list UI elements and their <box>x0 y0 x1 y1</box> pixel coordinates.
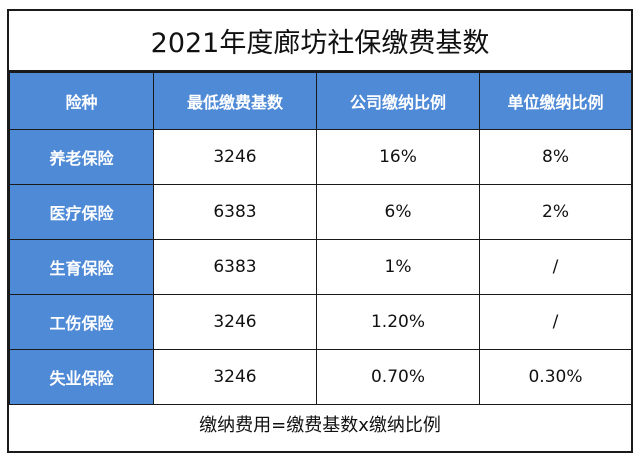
unit-rate-cell: 8% <box>479 129 632 185</box>
header-insurance-type: 险种 <box>9 72 154 130</box>
table-row: 生育保险 6383 1% / <box>9 239 632 295</box>
table-row: 养老保险 3246 16% 8% <box>9 129 632 185</box>
table-row: 医疗保险 6383 6% 2% <box>9 184 632 240</box>
company-rate-cell: 0.70% <box>316 349 480 405</box>
min-base-cell: 3246 <box>153 129 317 185</box>
unit-rate-cell: / <box>479 294 632 350</box>
company-rate-cell: 1% <box>316 239 480 295</box>
header-min-base: 最低缴费基数 <box>153 72 317 130</box>
table-frame: 2021年度廊坊社保缴费基数 险种 最低缴费基数 公司缴纳比例 单位缴纳比例 养… <box>7 9 633 453</box>
table-header-row: 险种 最低缴费基数 公司缴纳比例 单位缴纳比例 <box>9 72 632 130</box>
formula-note: 缴纳费用=缴费基数x缴纳比例 <box>199 415 441 436</box>
unit-rate-cell: / <box>479 239 632 295</box>
row-label: 生育保险 <box>9 239 154 295</box>
table-row: 失业保险 3246 0.70% 0.30% <box>9 349 632 405</box>
contribution-table: 险种 最低缴费基数 公司缴纳比例 单位缴纳比例 养老保险 3246 16% 8%… <box>9 72 632 405</box>
company-rate-cell: 1.20% <box>316 294 480 350</box>
min-base-cell: 6383 <box>153 239 317 295</box>
table-row: 工伤保险 3246 1.20% / <box>9 294 632 350</box>
row-label: 养老保险 <box>9 129 154 185</box>
min-base-cell: 3246 <box>153 294 317 350</box>
page-title: 2021年度廊坊社保缴费基数 <box>9 11 631 72</box>
company-rate-cell: 6% <box>316 184 480 240</box>
row-label: 工伤保险 <box>9 294 154 350</box>
header-company-rate: 公司缴纳比例 <box>316 72 480 130</box>
row-label: 医疗保险 <box>9 184 154 240</box>
company-rate-cell: 16% <box>316 129 480 185</box>
header-unit-rate: 单位缴纳比例 <box>479 72 632 130</box>
row-label: 失业保险 <box>9 349 154 405</box>
min-base-cell: 6383 <box>153 184 317 240</box>
unit-rate-cell: 0.30% <box>479 349 632 405</box>
unit-rate-cell: 2% <box>479 184 632 240</box>
